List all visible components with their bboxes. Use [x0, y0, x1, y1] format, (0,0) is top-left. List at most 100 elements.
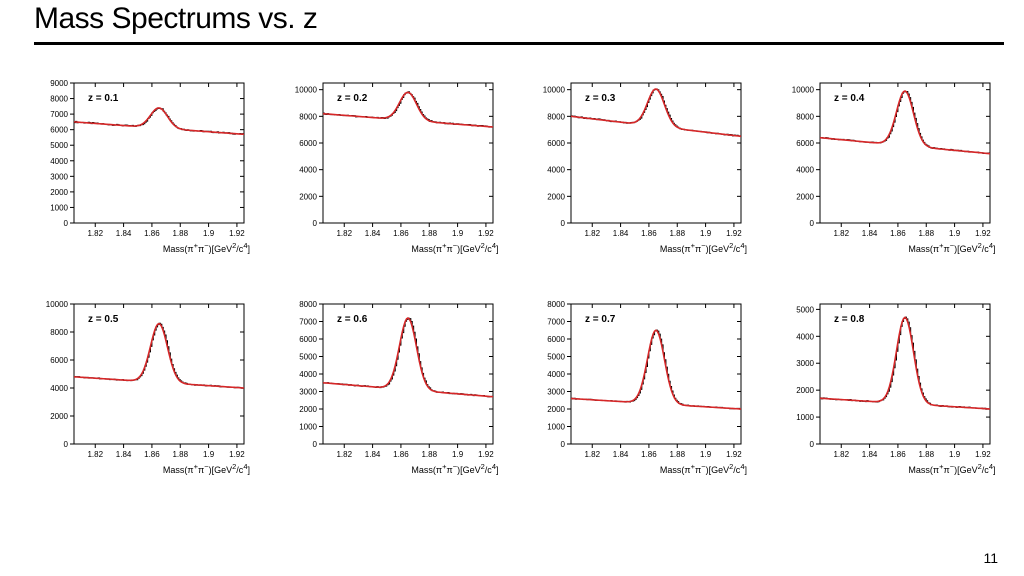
- svg-text:1.86: 1.86: [641, 229, 657, 238]
- svg-text:5000: 5000: [547, 353, 565, 362]
- chart-panel: 0100020003000400050006000700080001.821.8…: [283, 284, 503, 475]
- svg-text:1.9: 1.9: [203, 450, 215, 459]
- svg-text:6000: 6000: [299, 335, 317, 344]
- svg-text:1000: 1000: [796, 413, 814, 422]
- svg-text:1.82: 1.82: [87, 450, 103, 459]
- svg-text:4000: 4000: [299, 370, 317, 379]
- svg-text:1.88: 1.88: [172, 450, 188, 459]
- svg-text:1.86: 1.86: [144, 229, 160, 238]
- svg-text:1.82: 1.82: [833, 229, 849, 238]
- chart-panel: 0 2000 4000 6000 8000 10000 1.82 1.84 1.86 1.88 1.…: [283, 63, 503, 254]
- svg-text:0: 0: [64, 440, 69, 449]
- svg-text:1.86: 1.86: [890, 450, 906, 459]
- svg-text:9000: 9000: [50, 79, 68, 88]
- svg-text:1.84: 1.84: [613, 450, 629, 459]
- svg-text:1.82: 1.82: [336, 450, 352, 459]
- svg-text:3000: 3000: [796, 359, 814, 368]
- svg-text:8000: 8000: [547, 112, 565, 121]
- svg-text:1.86: 1.86: [641, 450, 657, 459]
- svg-text:1.84: 1.84: [613, 229, 629, 238]
- svg-text:4000: 4000: [299, 166, 317, 175]
- svg-text:3000: 3000: [299, 388, 317, 397]
- svg-text:1.9: 1.9: [452, 450, 464, 459]
- svg-text:1000: 1000: [299, 423, 317, 432]
- title-rule: [34, 42, 1004, 45]
- svg-text:1.88: 1.88: [918, 229, 934, 238]
- svg-text:6000: 6000: [50, 356, 68, 365]
- svg-text:7000: 7000: [50, 110, 68, 119]
- svg-text:0: 0: [809, 219, 814, 228]
- svg-text:5000: 5000: [796, 305, 814, 314]
- svg-text:2000: 2000: [299, 405, 317, 414]
- svg-text:1.84: 1.84: [116, 229, 132, 238]
- svg-text:1.88: 1.88: [421, 229, 437, 238]
- svg-text:1.9: 1.9: [700, 229, 712, 238]
- svg-text:2000: 2000: [50, 412, 68, 421]
- svg-text:0: 0: [561, 440, 566, 449]
- svg-text:3000: 3000: [50, 172, 68, 181]
- svg-text:1.84: 1.84: [861, 229, 877, 238]
- svg-text:5000: 5000: [299, 353, 317, 362]
- svg-text:6000: 6000: [547, 335, 565, 344]
- svg-text:8000: 8000: [299, 112, 317, 121]
- chart-panel: 02000400060008000100001.821.841.861.881.…: [34, 284, 254, 475]
- svg-text:3000: 3000: [547, 388, 565, 397]
- svg-text:1.84: 1.84: [364, 229, 380, 238]
- svg-text:1.92: 1.92: [975, 229, 991, 238]
- svg-text:7000: 7000: [547, 318, 565, 327]
- svg-text:1.88: 1.88: [918, 450, 934, 459]
- x-axis-label: Mass(π+π−)[GeV2/c4]: [531, 241, 751, 254]
- svg-text:2000: 2000: [299, 192, 317, 201]
- svg-text:4000: 4000: [50, 157, 68, 166]
- x-axis-label: Mass(π+π−)[GeV2/c4]: [780, 241, 1000, 254]
- svg-text:1.92: 1.92: [478, 229, 494, 238]
- svg-text:6000: 6000: [547, 139, 565, 148]
- svg-text:4000: 4000: [50, 384, 68, 393]
- svg-text:1.88: 1.88: [172, 229, 188, 238]
- svg-text:4000: 4000: [547, 166, 565, 175]
- svg-text:1.82: 1.82: [87, 229, 103, 238]
- svg-text:1.88: 1.88: [669, 450, 685, 459]
- svg-text:1.82: 1.82: [336, 229, 352, 238]
- svg-text:1.92: 1.92: [975, 450, 991, 459]
- svg-text:2000: 2000: [796, 386, 814, 395]
- svg-text:1.9: 1.9: [452, 229, 464, 238]
- svg-text:8000: 8000: [547, 300, 565, 309]
- chart-panel: 01000200030004000500060007000800090001.8…: [34, 63, 254, 254]
- svg-text:1.86: 1.86: [393, 229, 409, 238]
- z-label: z = 0.8: [834, 314, 865, 325]
- svg-text:8000: 8000: [299, 300, 317, 309]
- svg-text:4000: 4000: [547, 370, 565, 379]
- svg-text:6000: 6000: [299, 139, 317, 148]
- svg-text:7000: 7000: [299, 318, 317, 327]
- svg-text:1.84: 1.84: [861, 450, 877, 459]
- svg-text:10000: 10000: [791, 86, 814, 95]
- svg-text:0: 0: [64, 219, 69, 228]
- svg-text:0: 0: [312, 440, 317, 449]
- svg-text:0: 0: [312, 219, 317, 228]
- svg-text:0: 0: [809, 440, 814, 449]
- svg-text:0: 0: [561, 219, 566, 228]
- chart-panel: 02000400060008000100001.821.841.861.881.…: [531, 63, 751, 254]
- svg-text:1.92: 1.92: [229, 229, 245, 238]
- svg-text:1.92: 1.92: [229, 450, 245, 459]
- svg-text:6000: 6000: [50, 126, 68, 135]
- x-axis-label: Mass(π+π−)[GeV2/c4]: [34, 462, 254, 475]
- svg-text:1.82: 1.82: [584, 450, 600, 459]
- svg-text:10000: 10000: [46, 300, 69, 309]
- svg-text:8000: 8000: [50, 95, 68, 104]
- svg-text:1.92: 1.92: [726, 229, 742, 238]
- svg-text:10000: 10000: [294, 86, 317, 95]
- svg-text:5000: 5000: [50, 141, 68, 150]
- svg-text:1.86: 1.86: [144, 450, 160, 459]
- svg-text:4000: 4000: [796, 166, 814, 175]
- svg-text:8000: 8000: [50, 328, 68, 337]
- z-label: z = 0.5: [88, 314, 119, 325]
- svg-text:1000: 1000: [50, 203, 68, 212]
- svg-text:8000: 8000: [796, 112, 814, 121]
- x-axis-label: Mass(π+π−)[GeV2/c4]: [780, 462, 1000, 475]
- page-number: 11: [983, 550, 998, 566]
- x-axis-label: Mass(π+π−)[GeV2/c4]: [283, 241, 503, 254]
- z-label: z = 0.2: [337, 93, 368, 104]
- svg-text:1.9: 1.9: [203, 229, 215, 238]
